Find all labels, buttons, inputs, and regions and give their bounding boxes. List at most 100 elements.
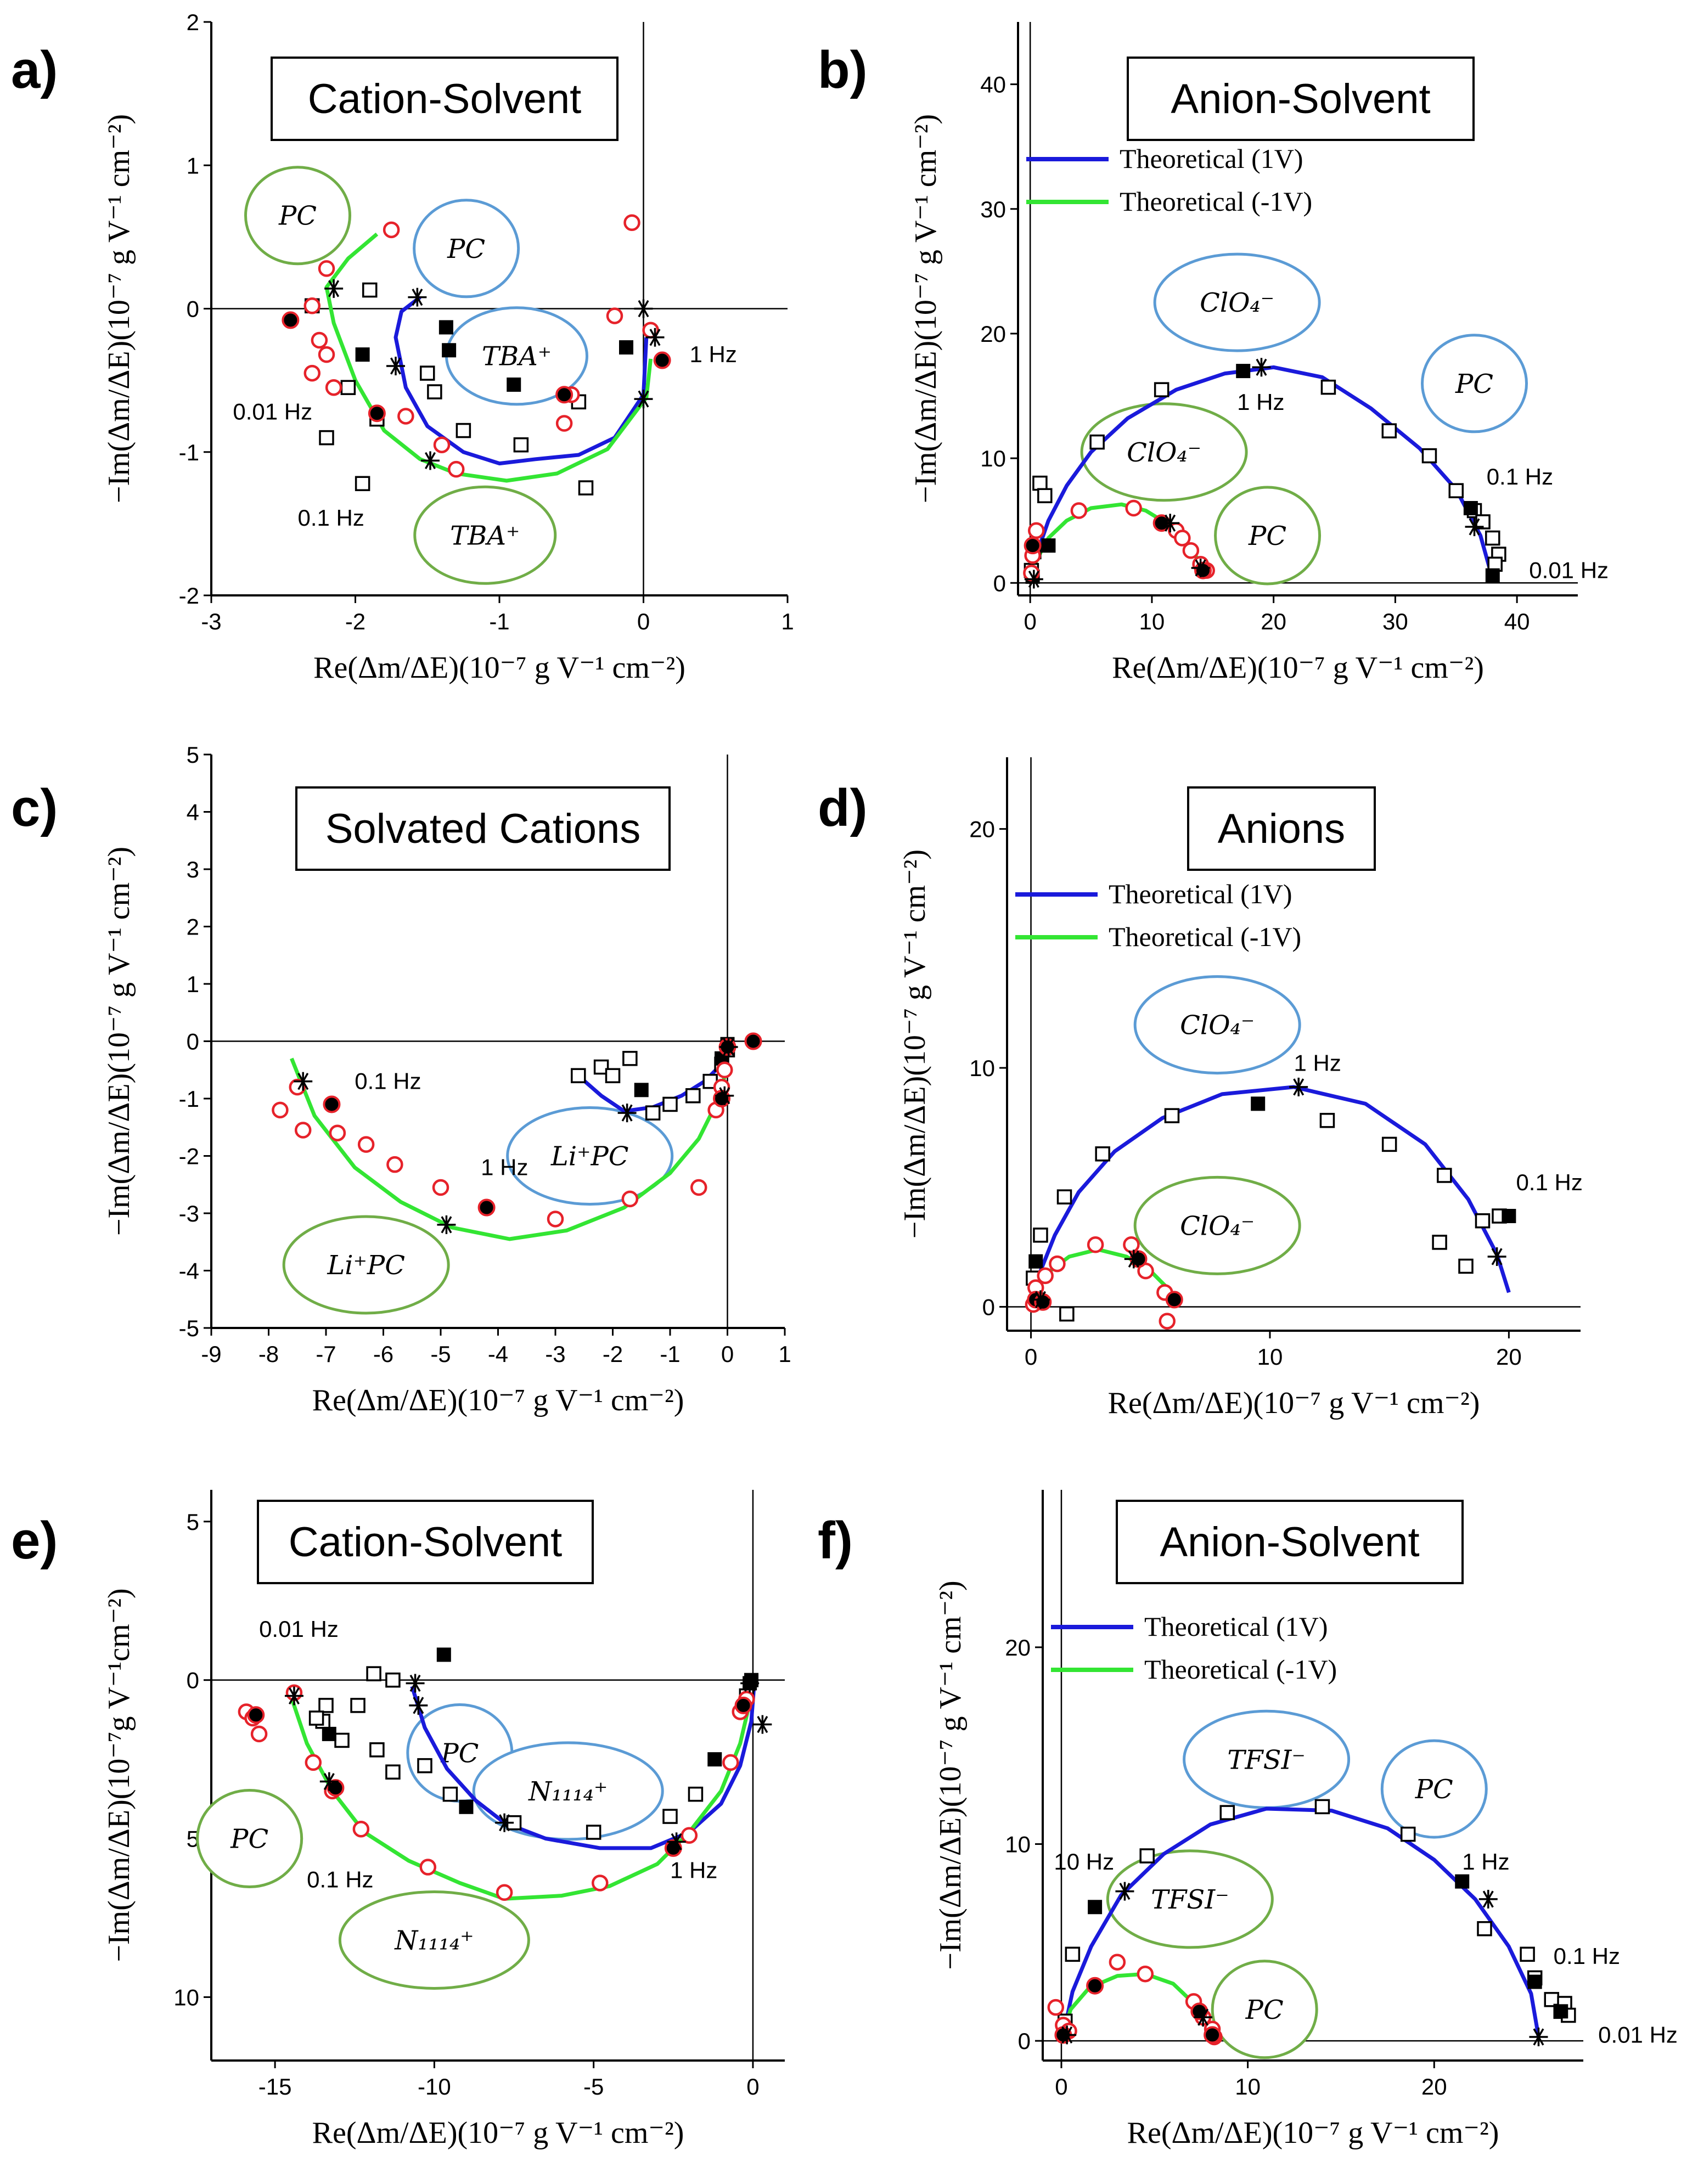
species-bubble [472, 1741, 664, 1841]
species-label: TFSI⁻ [1151, 1884, 1229, 1915]
frequency-marker [1252, 358, 1271, 377]
frequency-marker [1031, 1290, 1050, 1309]
data-point [1065, 1946, 1081, 1962]
data-point [606, 307, 623, 324]
frequency-marker [294, 1072, 313, 1091]
data-point [1314, 1799, 1330, 1815]
series-line [324, 232, 653, 483]
species-bubble [1380, 1739, 1488, 1839]
frequency-marker [386, 357, 405, 375]
x-tick-label: -5 [583, 2074, 604, 2099]
frequency-annotation: 0.01 Hz [1598, 2022, 1678, 2047]
frequency-annotation: 0.1 Hz [355, 1068, 421, 1094]
y-tick-label: 20 [980, 321, 1006, 347]
data-point [1088, 1900, 1103, 1915]
y-tick-label: 20 [1005, 1635, 1031, 1660]
frequency-marker [495, 1813, 514, 1832]
x-axis-label: Re(Δm/ΔE)(10⁻⁷ g V⁻¹ cm⁻²) [312, 1383, 684, 1417]
frequency-annotation: 1 Hz [1462, 1849, 1509, 1875]
frequency-annotation: 0.01 Hz [233, 399, 312, 425]
species-bubble [413, 485, 557, 585]
legend-entry: Theoretical (-1V) [1109, 921, 1301, 952]
y-tick-label: -2 [179, 1144, 199, 1169]
frequency-marker [1194, 2008, 1213, 2027]
data-point [619, 340, 633, 355]
data-point [496, 1884, 513, 1901]
chart-title: Cation-Solvent [289, 1519, 563, 1566]
data-point [707, 1752, 722, 1767]
species-label: PC [1455, 369, 1493, 399]
data-point [368, 404, 386, 423]
species-label: Li⁺PC [550, 1141, 629, 1172]
data-point [340, 380, 356, 395]
data-point [420, 365, 435, 381]
species-label: PC [1415, 1774, 1453, 1805]
data-point [1448, 483, 1464, 498]
species-bubble [506, 1106, 674, 1206]
x-tick-label: 0 [1025, 1344, 1037, 1370]
frequency-marker [406, 1674, 425, 1693]
species-label: PC [1248, 521, 1286, 551]
title-box [1187, 786, 1376, 871]
frequency-annotation: 1 Hz [690, 341, 737, 367]
species-label: PC [440, 1738, 479, 1769]
data-point [1421, 448, 1437, 464]
panel-label: b) [818, 41, 868, 99]
data-point [319, 430, 334, 446]
data-point [323, 1095, 341, 1113]
series-line [410, 1680, 757, 1850]
legend-entry: Theoretical (1V) [1109, 879, 1292, 909]
x-tick-label: -8 [258, 1341, 279, 1367]
series-line [1031, 365, 1495, 580]
species-bubble [413, 199, 520, 299]
species-bubble [1133, 975, 1301, 1075]
species-bubble [1133, 1175, 1301, 1275]
panel-label: e) [11, 1511, 58, 1570]
data-point [507, 377, 521, 392]
species-label: PC [278, 201, 317, 232]
y-axis-label: −Im(Δm/ΔE)(10⁻⁷ g V⁻¹ cm⁻²) [898, 849, 932, 1239]
data-point [432, 1179, 449, 1196]
series-filled-square [355, 320, 633, 392]
x-tick-label: 0 [1024, 609, 1036, 634]
x-axis-label: Re(Δm/ΔE)(10⁻⁷ g V⁻¹ cm⁻²) [1112, 651, 1484, 685]
data-point [1041, 538, 1056, 553]
frequency-annotation: 0.01 Hz [1529, 558, 1609, 583]
data-point [438, 320, 453, 335]
species-label: PC [1245, 1995, 1284, 2025]
y-tick-label: 1 [187, 971, 199, 997]
series-blue-line [1031, 1085, 1511, 1301]
title-box [1127, 57, 1475, 141]
species-label: ClO₄⁻ [1180, 1010, 1255, 1041]
y-tick-label: 1 [187, 153, 199, 178]
legend-entry: Theoretical (-1V) [1120, 186, 1312, 217]
y-tick-label: 0 [187, 1668, 199, 1693]
data-point [1251, 1096, 1266, 1111]
data-point [355, 476, 370, 491]
data-point [318, 1698, 334, 1713]
data-point [369, 1742, 385, 1758]
species-bubble [1153, 252, 1321, 352]
chart-title: Solvated Cations [325, 806, 641, 852]
x-tick-label: 40 [1504, 609, 1530, 634]
data-point [1381, 423, 1397, 438]
y-tick-label: -4 [179, 1258, 199, 1284]
legend-entry: Theoretical (-1V) [1144, 1654, 1337, 1685]
panel-label: f) [818, 1511, 853, 1570]
data-point [1056, 1189, 1072, 1204]
x-tick-label: 0 [746, 2074, 759, 2099]
data-point [1125, 499, 1142, 517]
y-tick-label: 2 [187, 9, 199, 35]
frequency-marker [617, 1104, 637, 1123]
frequency-marker [1529, 2027, 1548, 2046]
data-point [653, 351, 671, 369]
data-point [1319, 1113, 1335, 1128]
data-point [303, 364, 321, 382]
series-open-square [1058, 1799, 1576, 2029]
data-point [322, 1726, 336, 1741]
y-tick-label: 10 [173, 1984, 199, 2010]
x-tick-label: 0 [637, 609, 650, 634]
data-point [247, 1706, 265, 1724]
species-bubble [1080, 402, 1248, 502]
